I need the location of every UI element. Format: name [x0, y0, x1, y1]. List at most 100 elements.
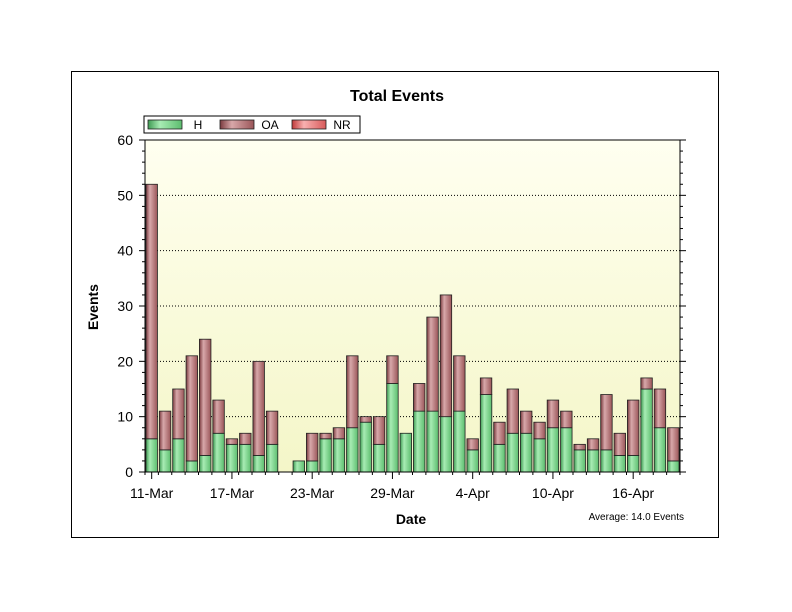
x-tick-label: 16-Apr — [612, 485, 654, 501]
legend-label-h: H — [194, 118, 203, 132]
bar-oa-1-apr — [426, 316, 439, 412]
y-tick-label: 10 — [117, 409, 133, 425]
bar-h-13-apr — [586, 449, 600, 473]
bar-oa-15-mar — [199, 338, 212, 456]
bar-oa-31-mar — [413, 383, 426, 412]
bar-h-10-apr — [546, 427, 560, 473]
bar-h-15-apr — [613, 454, 626, 473]
bar-oa-16-apr — [627, 399, 640, 456]
y-tick-label: 50 — [117, 187, 133, 203]
legend-label-oa: OA — [261, 118, 278, 132]
bar-h-3-apr — [453, 410, 466, 473]
x-axis-title: Date — [396, 511, 427, 527]
y-tick-label: 0 — [125, 464, 133, 480]
bar-h-7-apr — [506, 432, 519, 473]
bar-oa-17-apr — [640, 377, 653, 390]
bar-oa-3-apr — [453, 355, 466, 412]
bar-h-16-apr — [627, 454, 640, 473]
bar-oa-14-apr — [600, 394, 613, 451]
bar-h-26-mar — [346, 427, 359, 473]
bar-h-11-mar — [145, 438, 158, 473]
bar-oa-19-apr — [667, 427, 680, 462]
legend: H OA NR — [143, 115, 361, 134]
bar-oa-13-mar — [172, 388, 185, 440]
bar-h-18-apr — [653, 427, 667, 473]
y-tick-label: 30 — [117, 298, 133, 314]
bar-oa-4-apr — [466, 438, 479, 451]
bar-oa-9-apr — [533, 421, 546, 440]
bar-oa-17-mar — [225, 438, 239, 445]
bar-oa-11-mar — [145, 183, 158, 440]
legend-swatch-nr — [291, 119, 327, 130]
y-tick-labels: 0 10 20 30 40 50 60 — [117, 132, 133, 480]
x-tick-label: 29-Mar — [370, 485, 415, 501]
bars — [145, 183, 680, 473]
bar-h-4-apr — [466, 449, 479, 473]
bar-h-17-mar — [225, 443, 239, 473]
bar-oa-13-apr — [586, 438, 600, 451]
bar-oa-18-mar — [239, 432, 252, 445]
bar-h-2-apr — [439, 416, 453, 473]
axes — [139, 139, 686, 479]
bar-oa-23-mar — [306, 432, 319, 462]
bar-oa-8-apr — [520, 410, 533, 434]
bar-h-11-apr — [560, 427, 573, 473]
bar-h-29-mar — [386, 383, 399, 473]
chart-title: Total Events — [350, 88, 444, 105]
y-tick-label: 40 — [117, 243, 133, 259]
bar-h-20-mar — [265, 443, 279, 473]
y-tick-label: 60 — [117, 132, 133, 148]
bar-oa-26-mar — [346, 355, 359, 429]
bar-h-12-mar — [158, 449, 172, 473]
bar-oa-25-mar — [332, 427, 346, 440]
bar-h-14-apr — [600, 449, 613, 473]
bar-oa-12-apr — [573, 443, 586, 451]
bar-oa-7-apr — [506, 388, 519, 434]
bar-oa-28-mar — [372, 416, 386, 445]
bar-h-19-mar — [252, 454, 265, 473]
x-tick-labels: 11-Mar 17-Mar 23-Mar 29-Mar 4-Apr 10-Apr 16-Ap… — [130, 485, 654, 501]
bar-h-22-mar — [292, 460, 305, 473]
chart-frame: Total Events H OA NR 0 10 20 30 40 50 60 11-Mar 1… — [71, 71, 719, 538]
bar-oa-5-apr — [479, 377, 493, 395]
bar-oa-27-mar — [359, 416, 372, 423]
legend-swatch-oa — [219, 119, 255, 130]
bar-oa-15-apr — [613, 432, 626, 456]
bar-h-25-mar — [332, 438, 346, 473]
x-tick-label: 4-Apr — [456, 485, 491, 501]
bar-h-31-mar — [413, 410, 426, 473]
bar-h-17-apr — [640, 388, 653, 473]
bar-h-15-mar — [199, 454, 212, 473]
bar-h-19-apr — [667, 460, 680, 473]
bar-oa-6-apr — [493, 421, 506, 445]
x-tick-label: 23-Mar — [290, 485, 335, 501]
bar-oa-10-apr — [546, 399, 560, 429]
bar-oa-18-apr — [653, 388, 667, 429]
bar-h-28-mar — [372, 443, 386, 473]
legend-swatch-h — [147, 119, 183, 130]
x-tick-label: 10-Apr — [532, 485, 574, 501]
bar-h-30-mar — [399, 432, 412, 473]
bar-h-6-apr — [493, 443, 506, 473]
bar-h-14-mar — [185, 460, 198, 473]
x-tick-label: 11-Mar — [130, 485, 174, 501]
bar-h-24-mar — [319, 438, 332, 473]
bar-h-16-mar — [212, 432, 225, 473]
bar-h-23-mar — [306, 460, 319, 473]
bar-oa-14-mar — [185, 355, 198, 462]
bar-h-12-apr — [573, 449, 586, 473]
legend-label-nr: NR — [333, 118, 351, 132]
x-tick-label: 17-Mar — [210, 485, 255, 501]
y-tick-label: 20 — [117, 353, 133, 369]
bar-oa-12-mar — [158, 410, 172, 451]
bar-oa-24-mar — [319, 432, 332, 440]
bar-h-5-apr — [479, 394, 493, 473]
bar-h-13-mar — [172, 438, 185, 473]
y-axis-title: Events — [85, 284, 101, 330]
bar-oa-29-mar — [386, 355, 399, 384]
bar-oa-2-apr — [439, 294, 453, 418]
bar-h-9-apr — [533, 438, 546, 473]
average-annotation: Average: 14.0 Events — [589, 512, 684, 523]
bar-h-18-mar — [239, 443, 252, 473]
